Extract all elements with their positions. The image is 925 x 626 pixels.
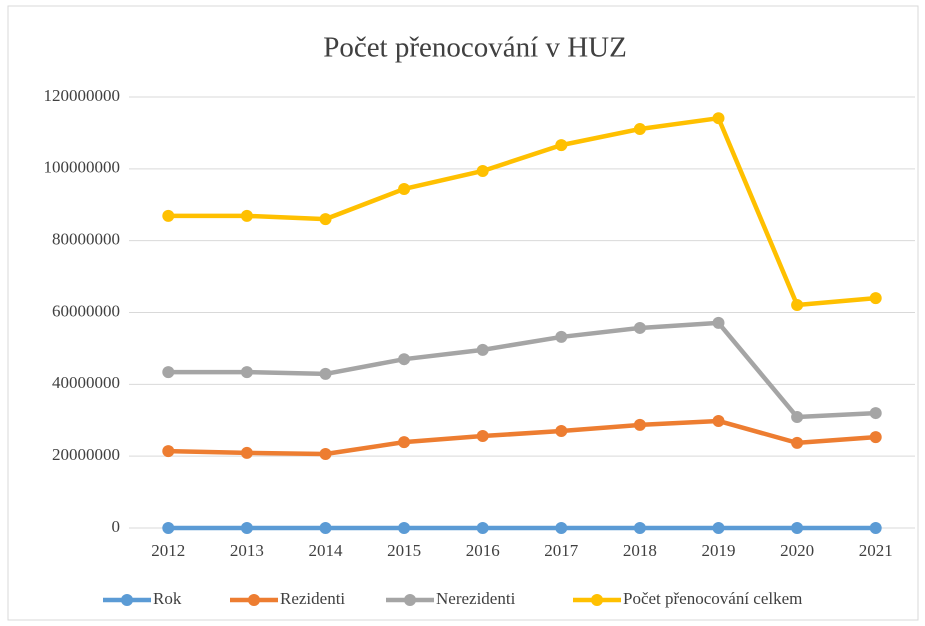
- data-point: [555, 330, 568, 343]
- legend-label: Počet přenocování celkem: [623, 589, 802, 608]
- x-tick-label: 2019: [702, 541, 736, 560]
- data-point: [869, 521, 882, 534]
- data-point: [791, 436, 804, 449]
- y-tick-label: 60000000: [52, 301, 120, 320]
- legend-marker: [591, 594, 603, 606]
- data-point: [869, 292, 882, 305]
- data-point: [162, 521, 175, 534]
- x-tick-label: 2018: [623, 541, 657, 560]
- x-tick-label: 2016: [466, 541, 500, 560]
- series-line: [168, 115, 876, 308]
- y-tick-label: 40000000: [52, 373, 120, 392]
- data-point: [398, 353, 411, 366]
- legend-marker: [404, 594, 416, 606]
- data-point: [633, 321, 646, 334]
- y-tick-label: 100000000: [44, 158, 121, 177]
- data-point: [398, 182, 411, 195]
- data-point: [712, 112, 725, 125]
- data-point: [476, 164, 489, 177]
- y-tick-label: 80000000: [52, 230, 120, 249]
- legend-label: Nerezidenti: [436, 589, 516, 608]
- data-point: [633, 521, 646, 534]
- data-point: [240, 521, 253, 534]
- data-point: [869, 431, 882, 444]
- data-point: [162, 366, 175, 379]
- data-point: [476, 430, 489, 443]
- data-point: [791, 298, 804, 311]
- series-line: [168, 320, 876, 420]
- data-point: [319, 213, 332, 226]
- data-point: [476, 521, 489, 534]
- x-tick-label: 2021: [859, 541, 893, 560]
- legend-marker: [121, 594, 133, 606]
- x-tick-label: 2014: [309, 541, 344, 560]
- data-point: [869, 407, 882, 420]
- data-point: [633, 122, 646, 135]
- legend-label: Rok: [153, 589, 182, 608]
- data-point: [555, 425, 568, 438]
- data-point: [319, 448, 332, 461]
- data-point: [319, 521, 332, 534]
- data-point: [712, 414, 725, 427]
- data-point: [555, 139, 568, 152]
- data-point: [162, 445, 175, 458]
- data-point: [476, 343, 489, 356]
- data-point: [398, 436, 411, 449]
- legend-marker: [248, 594, 260, 606]
- data-point: [240, 209, 253, 222]
- data-point: [398, 521, 411, 534]
- data-point: [240, 366, 253, 379]
- x-tick-label: 2020: [780, 541, 814, 560]
- data-point: [712, 521, 725, 534]
- series-line: [168, 418, 876, 457]
- data-point: [240, 446, 253, 459]
- y-tick-label: 20000000: [52, 445, 120, 464]
- y-tick-label: 120000000: [44, 86, 121, 105]
- data-point: [791, 411, 804, 424]
- chart-title: Počet přenocování v HUZ: [323, 32, 627, 64]
- x-tick-label: 2015: [387, 541, 421, 560]
- data-point: [791, 521, 804, 534]
- data-point: [555, 521, 568, 534]
- data-point: [633, 418, 646, 431]
- legend-label: Rezidenti: [280, 589, 345, 608]
- data-point: [319, 367, 332, 380]
- x-tick-label: 2017: [544, 541, 579, 560]
- x-tick-label: 2012: [151, 541, 185, 560]
- data-point: [162, 209, 175, 222]
- x-tick-label: 2013: [230, 541, 264, 560]
- data-point: [712, 316, 725, 329]
- y-tick-label: 0: [112, 517, 121, 536]
